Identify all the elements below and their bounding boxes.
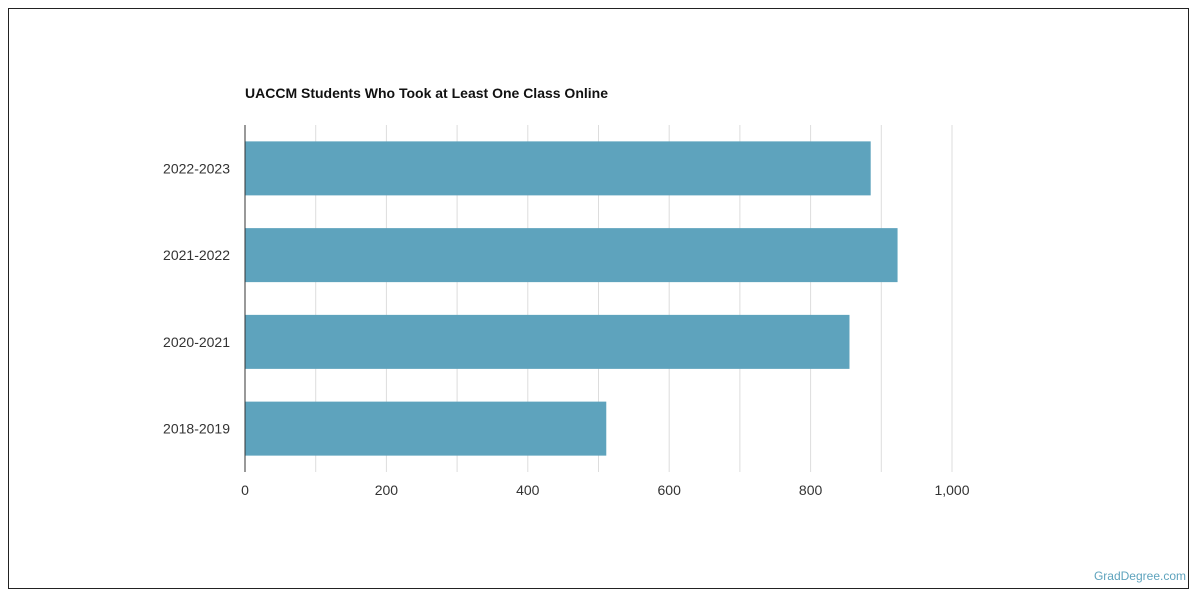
x-tick-label: 800 xyxy=(799,482,823,498)
bar[interactable] xyxy=(245,141,871,196)
category-label: 2022-2023 xyxy=(163,160,230,176)
bar[interactable] xyxy=(245,228,898,283)
chart-title: UACCM Students Who Took at Least One Cla… xyxy=(245,85,608,101)
x-tick-label: 0 xyxy=(241,482,249,498)
category-label: 2020-2021 xyxy=(163,334,230,350)
x-tick-label: 600 xyxy=(658,482,682,498)
x-tick-label: 200 xyxy=(375,482,399,498)
x-tick-labels: 0 200 400 600 800 1,000 xyxy=(241,482,970,498)
source-link[interactable]: GradDegree.com xyxy=(1093,569,1186,583)
category-labels: 2022-2023 2021-2022 2020-2021 2018-2019 xyxy=(163,160,230,436)
bars xyxy=(245,141,898,456)
bar[interactable] xyxy=(245,401,607,456)
category-label: 2018-2019 xyxy=(163,421,230,437)
bar[interactable] xyxy=(245,314,850,369)
x-tick-label: 1,000 xyxy=(934,482,969,498)
x-tick-label: 400 xyxy=(516,482,540,498)
category-label: 2021-2022 xyxy=(163,247,230,263)
